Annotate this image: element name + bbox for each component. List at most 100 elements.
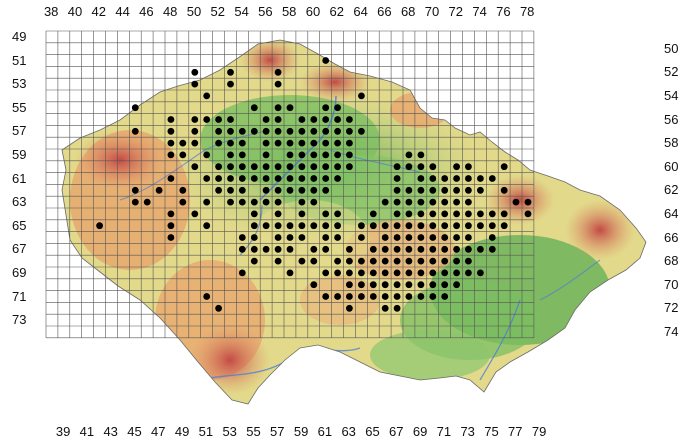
- occurrence-dot: [441, 234, 449, 241]
- occurrence-dot: [429, 281, 437, 289]
- occurrence-dot: [310, 116, 318, 123]
- occurrence-dot: [322, 175, 330, 182]
- axis-label: 63: [341, 424, 356, 439]
- occurrence-dot: [191, 139, 199, 147]
- occurrence-dot: [453, 245, 460, 253]
- occurrence-dot: [131, 104, 139, 112]
- occurrence-dot: [167, 175, 175, 182]
- occurrence-dot: [191, 80, 199, 88]
- grid-lines: [45, 30, 535, 339]
- axis-label: 45: [127, 424, 142, 439]
- occurrence-dot: [488, 234, 496, 241]
- occurrence-dot: [465, 210, 472, 218]
- axis-label: 53: [12, 76, 27, 92]
- occurrence-dot: [334, 139, 341, 147]
- occurrence-dot: [310, 175, 318, 182]
- occurrence-dot: [381, 222, 389, 230]
- occurrence-dot: [238, 139, 246, 147]
- occurrence-dot: [203, 293, 211, 300]
- occurrence-dot: [227, 198, 234, 206]
- occurrence-dot: [298, 257, 306, 265]
- axis-label: 79: [531, 424, 547, 439]
- occurrence-dot: [203, 151, 211, 159]
- axis-label: 61: [12, 170, 27, 186]
- occurrence-dot: [179, 151, 187, 159]
- occurrence-dot: [453, 163, 460, 171]
- axis-label: 42: [91, 4, 107, 19]
- axis-label: 65: [12, 217, 27, 233]
- occurrence-dot: [310, 198, 318, 206]
- occurrence-dot: [465, 245, 472, 253]
- occurrence-points: [96, 57, 532, 312]
- axis-label: 62: [329, 4, 345, 19]
- occurrence-dot: [477, 222, 484, 230]
- occurrence-dot: [238, 186, 246, 194]
- occurrence-dot: [524, 198, 532, 206]
- occurrence-dot: [429, 257, 437, 265]
- axis-label: 58: [281, 4, 297, 19]
- occurrence-dot: [274, 139, 282, 147]
- occurrence-dot: [238, 245, 246, 253]
- occurrence-dot: [334, 127, 341, 135]
- occurrence-dot: [274, 68, 282, 76]
- occurrence-dot: [215, 304, 223, 312]
- occurrence-dot: [500, 210, 508, 218]
- occurrence-dot: [167, 222, 175, 230]
- occurrence-dot: [405, 210, 413, 218]
- occurrence-dot: [500, 163, 508, 171]
- occurrence-dot: [334, 163, 341, 171]
- occurrence-dot: [131, 186, 139, 194]
- occurrence-dot: [203, 198, 211, 206]
- occurrence-dot: [393, 304, 401, 312]
- occurrence-dot: [334, 234, 341, 241]
- occurrence-dot: [381, 293, 389, 300]
- country-outline: [61, 39, 647, 405]
- occurrence-dot: [203, 222, 211, 230]
- occurrence-dot: [250, 210, 258, 218]
- occurrence-dot: [429, 234, 437, 241]
- occurrence-dot: [310, 139, 318, 147]
- occurrence-dot: [381, 234, 389, 241]
- occurrence-dot: [346, 245, 353, 253]
- occurrence-dot: [322, 293, 330, 300]
- occurrence-dot: [131, 127, 139, 135]
- occurrence-dot: [334, 293, 341, 300]
- axis-label: 41: [79, 424, 95, 439]
- occurrence-dot: [274, 127, 282, 135]
- occurrence-dot: [358, 257, 365, 265]
- axis-label: 71: [436, 424, 452, 439]
- axis-label: 73: [460, 424, 475, 439]
- occurrence-dot: [262, 163, 270, 171]
- occurrence-dot: [358, 293, 365, 300]
- axis-label: 63: [12, 194, 27, 210]
- occurrence-dot: [298, 198, 306, 206]
- occurrence-dot: [274, 104, 282, 112]
- occurrence-dot: [524, 210, 532, 218]
- occurrence-dot: [477, 186, 484, 194]
- occurrence-dot: [417, 257, 425, 265]
- axis-label: 58: [664, 135, 679, 151]
- occurrence-dot: [453, 257, 460, 265]
- occurrence-dot: [298, 139, 306, 147]
- axis-label: 70: [664, 276, 679, 292]
- occurrence-dot: [393, 234, 401, 241]
- occurrence-dot: [429, 186, 437, 194]
- occurrence-dot: [453, 198, 460, 206]
- occurrence-dot: [346, 293, 353, 300]
- occurrence-dot: [465, 234, 472, 241]
- occurrence-dot: [179, 139, 187, 147]
- occurrence-dot: [167, 127, 175, 135]
- occurrence-dot: [322, 269, 330, 277]
- occurrence-dot: [274, 116, 282, 123]
- occurrence-dot: [405, 163, 413, 171]
- axis-label: 67: [389, 424, 404, 439]
- occurrence-dot: [250, 222, 258, 230]
- occurrence-dot: [274, 245, 282, 253]
- occurrence-dot: [393, 281, 401, 289]
- occurrence-dot: [381, 269, 389, 277]
- occurrence-dot: [215, 163, 223, 171]
- axis-label: 69: [12, 264, 27, 280]
- axis-label: 48: [162, 4, 178, 19]
- occurrence-dot: [227, 151, 234, 159]
- axis-label: 73: [12, 312, 27, 328]
